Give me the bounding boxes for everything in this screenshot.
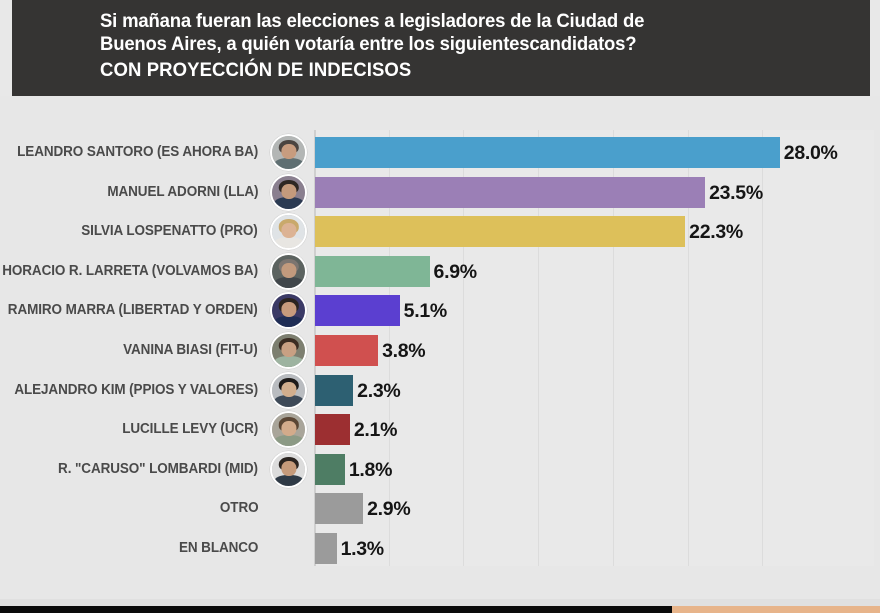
bar-value-label: 23.5%: [709, 181, 763, 204]
bar-row: HORACIO R. LARRETA (VOLVAMOS BA) 6.9%: [0, 252, 880, 291]
bar-row: RAMIRO MARRA (LIBERTAD Y ORDEN) 5.1%: [0, 291, 880, 330]
bar-value-label: 3.8%: [382, 340, 426, 362]
bar-value-label: 28.0%: [783, 142, 838, 164]
candidate-avatar: [270, 371, 307, 409]
candidate-label: OTRO: [219, 500, 258, 517]
avatar-face: [280, 262, 297, 278]
bar: [315, 255, 430, 287]
bar-row: R. "CARUSO" LOMBARDI (MID) 1.8%: [0, 450, 880, 489]
footer-accent-left: [0, 606, 672, 613]
bar-value-label: 5.1%: [403, 300, 448, 323]
chart-area: LEANDRO SANTORO (ES AHORA BA) 28.0% MANUEL…: [0, 96, 880, 599]
candidate-label: HORACIO R. LARRETA (VOLVAMOS BA): [2, 262, 258, 279]
avatar-shoulders: [273, 434, 304, 447]
avatar-face: [280, 341, 297, 358]
bar-row: LUCILLE LEVY (UCR) 2.1%: [0, 410, 880, 449]
candidate-avatar: [270, 411, 307, 449]
gridline-2: [538, 130, 540, 566]
bar-value-label: 1.8%: [348, 458, 393, 481]
candidate-avatar: [270, 173, 307, 211]
avatar-shoulders: [273, 395, 304, 407]
bar-value-label: 2.9%: [367, 498, 411, 521]
page-title-line-2: Buenos Aires, a quién votaría entre los …: [100, 33, 637, 55]
bar: [315, 493, 364, 525]
candidate-label: R. "CARUSO" LOMBARDI (MID): [58, 460, 258, 477]
avatar-shoulders: [273, 316, 304, 328]
bar: [315, 137, 780, 168]
candidate-label: LEANDRO SANTORO (ES AHORA BA): [16, 144, 258, 160]
bar: [315, 414, 350, 446]
header-band: Si mañana fueran las elecciones a legisl…: [0, 0, 880, 96]
avatar-face: [280, 223, 297, 239]
bar-row: EN BLANCO 1.3%: [0, 529, 880, 568]
gridline-4: [687, 130, 689, 566]
bar: [315, 295, 400, 327]
candidate-avatar: [270, 332, 307, 369]
avatar-face: [280, 143, 297, 160]
candidate-avatar: [270, 450, 307, 488]
page-title-line-1: Si mañana fueran las elecciones a legisl…: [100, 10, 645, 32]
bar: [315, 533, 337, 564]
header-text-wrap: Si mañana fueran las elecciones a legisl…: [100, 10, 800, 82]
bar-row: VANINA BIASI (FIT-U) 3.8%: [0, 331, 880, 370]
avatar-shoulders: [273, 474, 304, 486]
gridline-3: [612, 130, 614, 566]
candidate-avatar: [270, 134, 307, 171]
candidate-label: LUCILLE LEVY (UCR): [122, 421, 258, 438]
candidate-avatar: [270, 213, 307, 251]
bar-value-label: 2.1%: [353, 419, 398, 442]
gridline-0: [388, 130, 390, 566]
candidate-label: MANUEL ADORNI (LLA): [106, 183, 258, 200]
bar-value-label: 1.3%: [340, 538, 385, 560]
avatar-face: [280, 183, 297, 199]
bar: [315, 216, 686, 248]
bar-row: OTRO 2.9%: [0, 489, 880, 528]
candidate-label: RAMIRO MARRA (LIBERTAD Y ORDEN): [8, 302, 258, 319]
gridline-5: [762, 130, 764, 566]
candidate-label: VANINA BIASI (FIT-U): [123, 342, 259, 358]
avatar-shoulders: [273, 236, 304, 249]
candidate-label: ALEJANDRO KIM (PPIOS Y VALORES): [14, 381, 258, 398]
bar: [315, 453, 345, 485]
page-subtitle: CON PROYECCIÓN DE INDECISOS: [100, 59, 412, 81]
bar-value-label: 6.9%: [433, 260, 478, 283]
bar-row: SILVIA LOSPENATTO (PRO) 22.3%: [0, 212, 880, 251]
candidate-avatar: [270, 252, 307, 290]
candidate-label: SILVIA LOSPENATTO (PRO): [81, 223, 259, 240]
bar-row: MANUEL ADORNI (LLA) 23.5%: [0, 173, 880, 212]
gridline-1: [463, 130, 465, 566]
avatar-shoulders: [273, 157, 304, 169]
avatar-face: [280, 302, 297, 318]
avatar-face: [280, 460, 297, 476]
avatar-shoulders: [273, 197, 304, 209]
bar: [315, 176, 706, 208]
candidate-label: EN BLANCO: [178, 540, 258, 556]
avatar-face: [280, 421, 297, 437]
bar-value-label: 2.3%: [357, 379, 401, 402]
bar-row: ALEJANDRO KIM (PPIOS Y VALORES) 2.3%: [0, 371, 880, 410]
avatar-shoulders: [273, 276, 304, 288]
bar-value-label: 22.3%: [689, 221, 743, 244]
avatar-face: [280, 381, 297, 397]
avatar-shoulders: [273, 355, 304, 367]
bar-row: LEANDRO SANTORO (ES AHORA BA) 28.0%: [0, 133, 880, 172]
bar: [315, 374, 354, 406]
bar: [315, 335, 379, 366]
candidate-avatar: [270, 292, 307, 330]
footer-accent-right: [672, 606, 880, 613]
